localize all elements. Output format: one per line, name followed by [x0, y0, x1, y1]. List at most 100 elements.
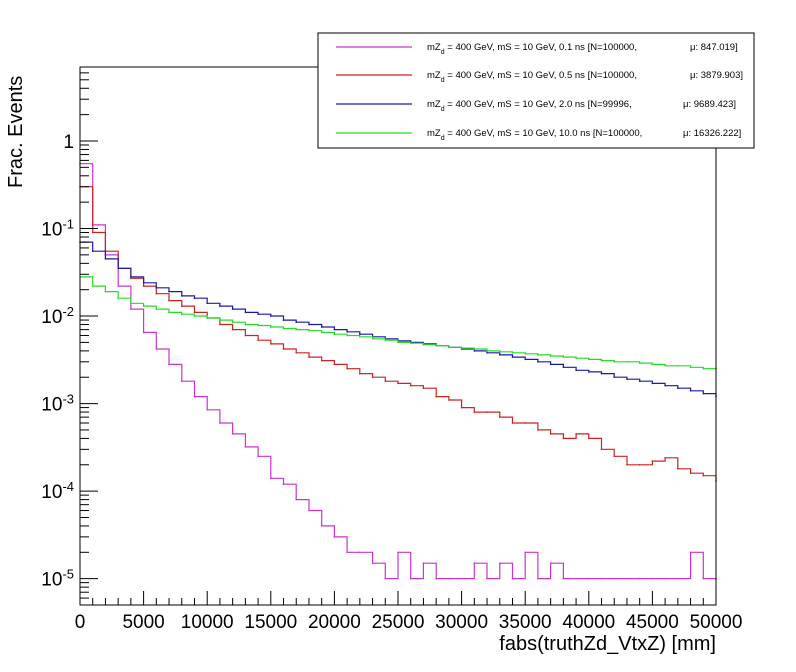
x-tick-label: 45000	[626, 612, 679, 633]
series-1-point-24	[384, 577, 387, 580]
series-3-point-46	[664, 384, 666, 387]
series-1-point-38	[562, 577, 565, 580]
series-3-point-37	[549, 363, 552, 366]
series-4-point-14	[257, 324, 259, 327]
legend-label-3: mZd = 400 GeV, mS = 10 GeV, 2.0 ns [N=99…	[427, 99, 632, 113]
series-3-point-1	[91, 250, 94, 252]
series-2-point-49	[702, 474, 705, 477]
series-3-point-2	[104, 258, 107, 260]
series-4-point-46	[664, 365, 666, 367]
x-tick-label: 0	[75, 612, 86, 633]
series-2-point-42	[613, 455, 615, 458]
series-3-point-8	[181, 295, 183, 297]
x-tick-label: 15000	[244, 612, 297, 633]
series-2-point-44	[638, 464, 641, 466]
series-2-point-27	[422, 387, 425, 390]
x-tick-label: 5000	[122, 612, 164, 633]
series-2-point-47	[677, 468, 679, 470]
series-3-point-33	[499, 354, 501, 356]
series-1-point-29	[448, 577, 450, 580]
series-1-point-17	[295, 498, 298, 501]
series-1-point-39	[575, 577, 577, 580]
series-3-point-43	[626, 378, 628, 381]
series-1-point-41	[600, 577, 603, 580]
series-2-point-32	[486, 411, 488, 413]
series-3-point-20	[333, 328, 336, 331]
series-2-point-46	[664, 457, 666, 459]
series-1-point-14	[257, 455, 259, 458]
series-2-point-19	[320, 359, 323, 362]
series-4-point-18	[308, 329, 310, 332]
series-1-point-16	[282, 483, 285, 486]
series-1-point-18	[308, 509, 310, 512]
series-2-point-22	[359, 372, 361, 375]
series-2-point-41	[600, 448, 603, 451]
series-3-point-21	[346, 331, 348, 333]
series-4-point-27	[422, 343, 425, 346]
series-1-point-36	[537, 577, 539, 580]
series-2-point-13	[244, 334, 247, 337]
series-2-point-26	[409, 384, 412, 387]
series-2-point-7	[168, 299, 170, 302]
series-1-point-31	[473, 562, 476, 564]
series-4-point-36	[537, 354, 539, 356]
series-1-point-26	[409, 577, 412, 580]
series-4-point-7	[168, 311, 170, 314]
series-2-point-11	[219, 323, 221, 326]
series-3-point-42	[613, 376, 615, 379]
series-3-point-4	[130, 276, 132, 278]
series-3-point-17	[295, 321, 298, 324]
series-1-point-6	[155, 348, 158, 350]
series-1-point-19	[320, 525, 323, 527]
series-4-point-10	[206, 317, 208, 319]
series-1-point-10	[206, 409, 208, 411]
series-line-1	[80, 163, 716, 580]
series-2-point-21	[346, 367, 348, 370]
x-tick-label: 20000	[308, 612, 361, 633]
series-2-point-18	[308, 356, 310, 358]
series-1-point-35	[524, 551, 526, 554]
series-2-point-33	[499, 416, 501, 418]
series-3-point-41	[600, 372, 603, 375]
series-1-point-20	[333, 536, 336, 538]
series-4-point-3	[117, 297, 119, 300]
series-4-point-40	[588, 358, 590, 361]
series-3-point-6	[155, 287, 158, 289]
series-4-point-48	[689, 366, 692, 369]
series-4-point-44	[638, 362, 641, 364]
series-1-point-47	[677, 577, 679, 580]
series-1-point-15	[270, 477, 272, 480]
legend-stat-3: μ: 9689.423]	[683, 99, 736, 110]
series-4-point-2	[104, 290, 107, 293]
series-3-point-36	[537, 361, 539, 363]
series-2-point-24	[384, 380, 387, 383]
series-1-point-25	[397, 551, 399, 554]
series-1-point-42	[613, 577, 615, 580]
series-4-point-31	[473, 348, 476, 350]
series-2-point-38	[562, 437, 565, 440]
series-3-point-18	[308, 323, 310, 326]
series-3-point-34	[511, 356, 514, 358]
series-4-point-1	[91, 285, 94, 287]
series-2-point-39	[575, 433, 577, 435]
series-4-point-21	[346, 334, 348, 337]
series-4-point-28	[435, 344, 438, 347]
series-4-point-17	[295, 328, 298, 331]
series-2-point-36	[537, 429, 539, 431]
x-axis-title: fabs(truthZd_VtxZ) [mm]	[499, 633, 716, 655]
series-3-point-44	[638, 380, 641, 383]
series-1-point-33	[499, 562, 501, 564]
series-2-point-8	[181, 305, 183, 307]
series-line-2	[80, 186, 717, 482]
series-1-point-43	[626, 577, 628, 580]
series-3-point-5	[142, 282, 145, 284]
y-tick-label: 1	[63, 132, 74, 153]
series-layer	[79, 162, 717, 580]
series-3-point-39	[575, 369, 577, 372]
series-4-point-38	[562, 356, 565, 358]
legend-entries: mZd = 400 GeV, mS = 10 GeV, 0.1 ns [N=10…	[336, 42, 743, 142]
x-tick-label: 50000	[690, 612, 743, 633]
x-tick-label: 30000	[435, 612, 488, 633]
series-1-point-22	[359, 551, 361, 554]
series-4-point-37	[549, 355, 552, 357]
